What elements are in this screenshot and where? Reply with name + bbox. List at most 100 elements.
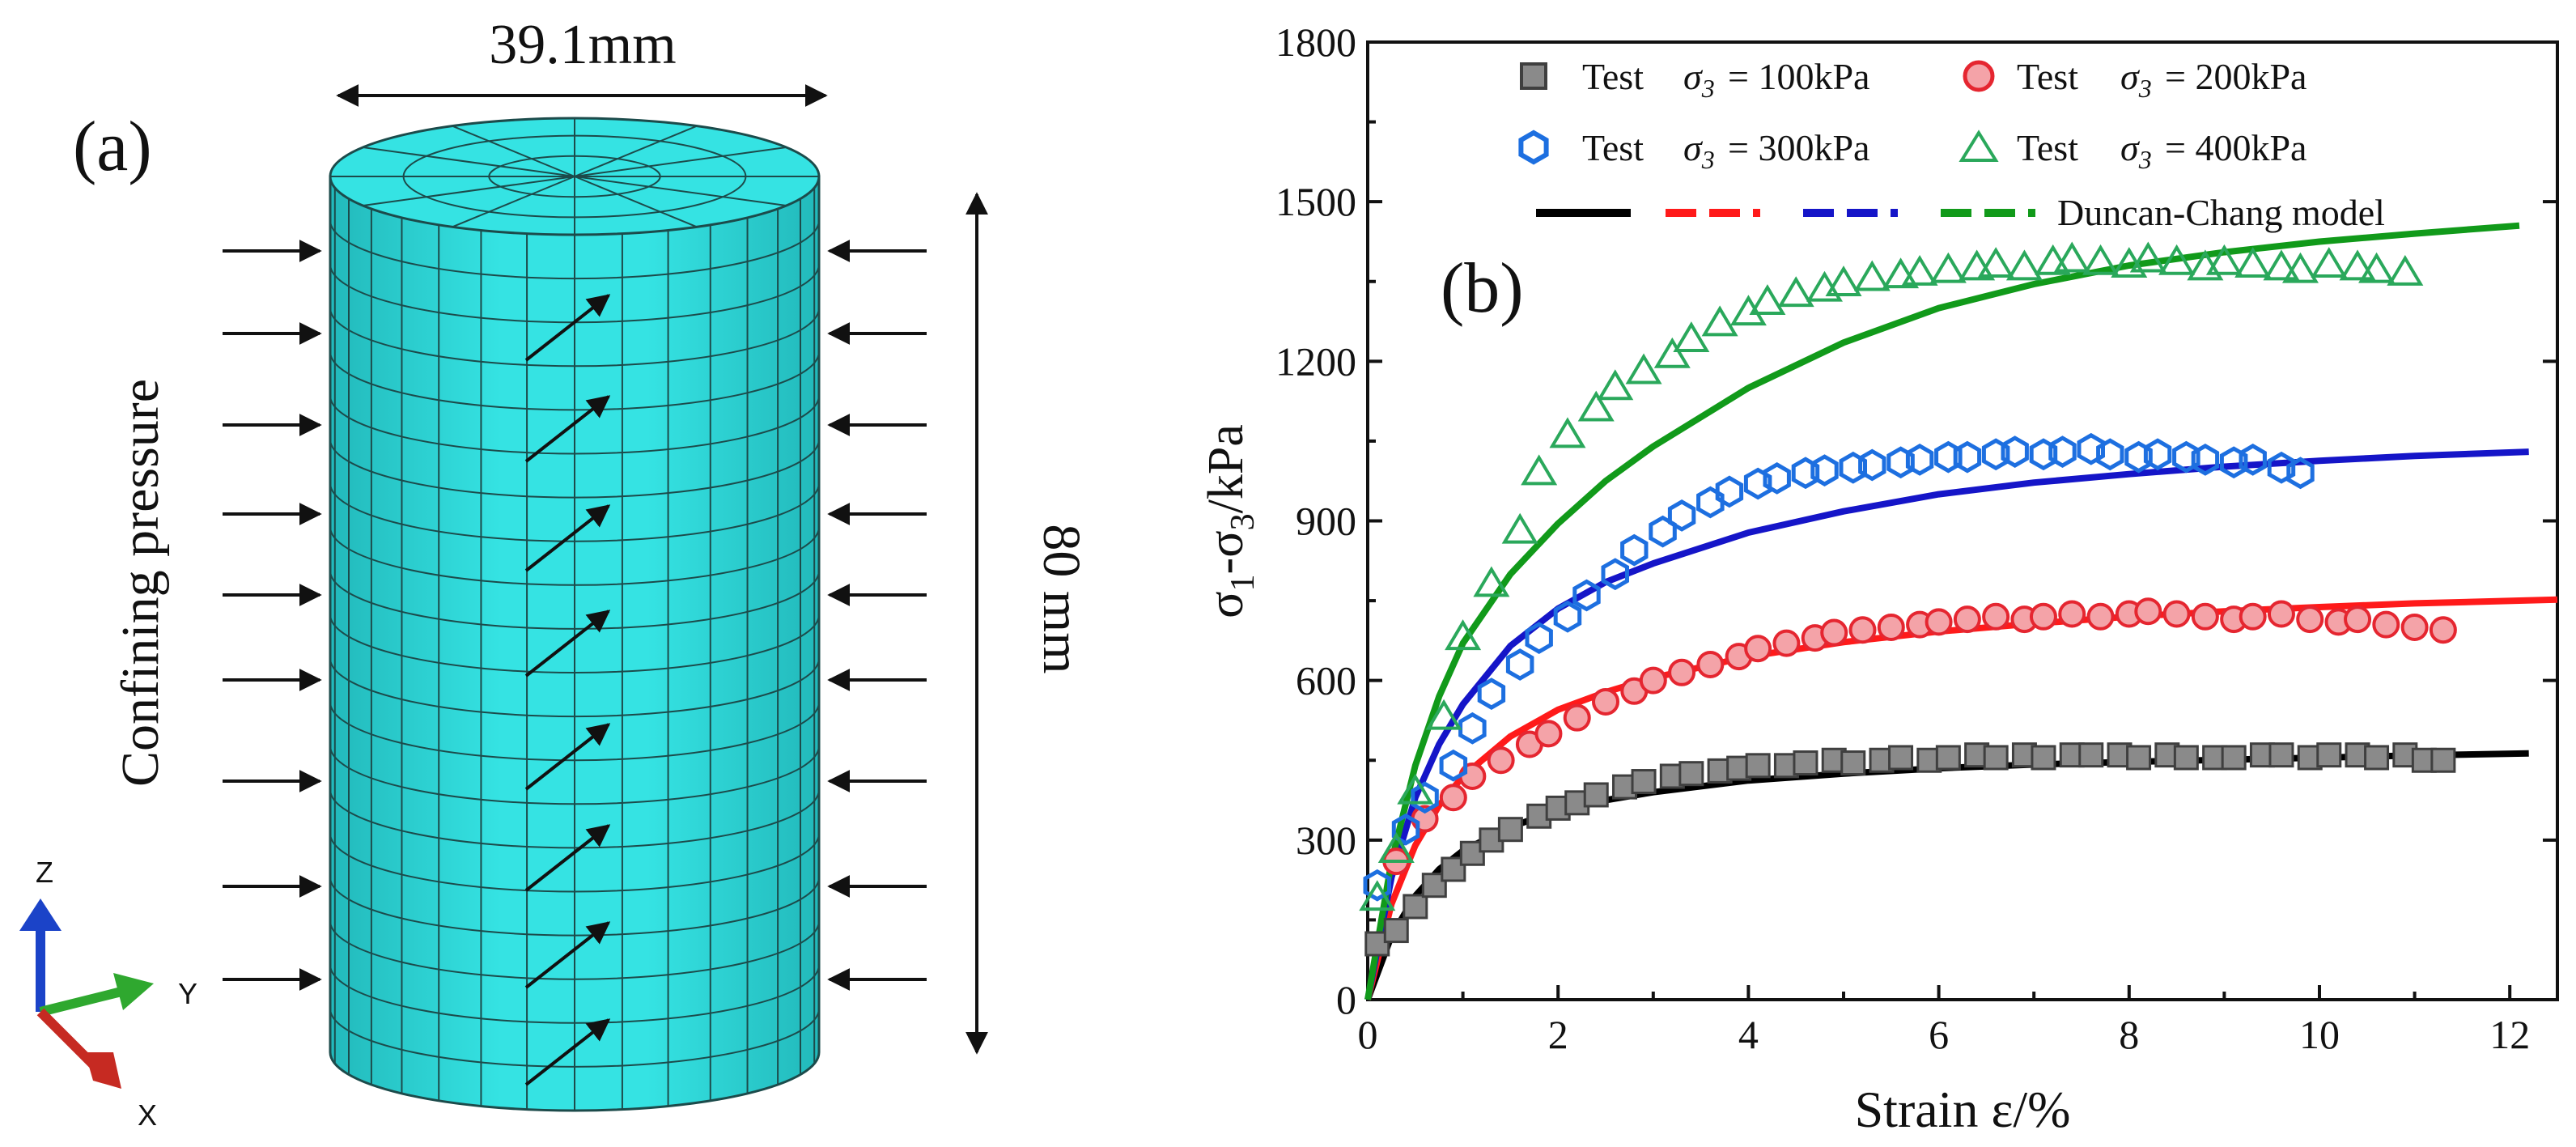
legend-entry-300kpa: Test σ3 = 300kPa — [1518, 127, 1869, 174]
x-tick-label: 2 — [1548, 1012, 1568, 1057]
y-tick-label: 1800 — [1275, 19, 1356, 65]
confining-pressure-arrow-inner — [524, 395, 611, 463]
confining-pressure-arrow-inner — [524, 921, 611, 989]
test-point-300kpa — [1715, 475, 1744, 508]
height-label: 80 mm — [1032, 524, 1091, 673]
mesh-ring-line — [329, 702, 820, 762]
test-point-400kpa — [1929, 252, 1967, 283]
panel-b-label: (b) — [1441, 249, 1524, 328]
test-point-200kpa — [2372, 610, 2400, 639]
test-point-300kpa — [1553, 600, 1582, 633]
mesh-ring-line — [329, 395, 820, 455]
x-tick-label: 10 — [2299, 1012, 2340, 1057]
test-point-100kpa — [1526, 803, 1552, 829]
test-point-300kpa — [2001, 435, 2029, 468]
test-point-400kpa — [1625, 353, 1662, 384]
test-point-200kpa — [2400, 613, 2429, 641]
test-point-400kpa — [1825, 266, 1862, 297]
legend-model-label: Duncan-Chang model — [2057, 192, 2385, 233]
test-point-400kpa — [1377, 832, 1415, 863]
y-tick-label: 1200 — [1275, 338, 1356, 384]
legend-entry-100kpa: Test σ3 = 100kPa — [1520, 56, 1869, 103]
test-point-400kpa — [1597, 369, 1634, 401]
test-point-300kpa — [2286, 457, 2315, 490]
test-point-400kpa — [1359, 880, 1396, 911]
test-point-200kpa — [2086, 602, 2115, 631]
test-point-200kpa — [1820, 618, 1848, 647]
test-point-400kpa — [1959, 249, 1996, 281]
test-point-100kpa — [1631, 769, 1657, 795]
legend-marker-square — [1520, 62, 1547, 90]
test-point-300kpa — [2077, 432, 2105, 465]
mesh-top-spoke — [363, 176, 575, 206]
test-point-300kpa — [2191, 444, 2220, 476]
test-point-400kpa — [1473, 566, 1510, 597]
test-point-300kpa — [1439, 749, 1468, 782]
test-point-200kpa — [2429, 616, 2457, 644]
test-point-100kpa — [1383, 918, 1409, 944]
test-point-200kpa — [1925, 608, 1953, 636]
test-point-100kpa — [2221, 745, 2247, 771]
test-point-300kpa — [1505, 648, 1534, 681]
mesh-ring-line — [329, 789, 820, 849]
confining-pressure-arrow-inner — [524, 824, 611, 892]
test-point-400kpa — [1445, 619, 1482, 651]
legend-sigma: σ3 — [2120, 56, 2152, 103]
legend-sigma: σ3 — [1683, 127, 1715, 174]
x-tick-label: 12 — [2489, 1012, 2530, 1057]
test-point-400kpa — [1577, 390, 1615, 422]
test-point-300kpa — [1934, 440, 1963, 474]
test-point-200kpa — [2344, 605, 2372, 634]
test-point-200kpa — [1592, 687, 1619, 716]
mesh-ring-line — [329, 658, 820, 718]
test-point-400kpa — [1549, 417, 1586, 448]
test-point-100kpa — [1793, 750, 1818, 776]
legend-test-word: Test — [1582, 56, 1644, 97]
test-point-300kpa — [1458, 712, 1487, 745]
test-point-100kpa — [2173, 745, 2199, 771]
legend-entry-200kpa: Test σ3 = 200kPa — [1963, 56, 2307, 103]
test-point-200kpa — [1982, 602, 2010, 631]
test-point-300kpa — [1601, 558, 1629, 591]
test-point-400kpa — [1701, 305, 1738, 337]
confining-pressure-label: Confining pressure — [111, 379, 170, 787]
test-point-200kpa — [1487, 746, 1515, 775]
axis-y-label: Y — [178, 977, 197, 1010]
test-point-400kpa — [1673, 321, 1710, 353]
test-point-200kpa — [2058, 600, 2086, 628]
legend-sigma: σ3 — [2120, 127, 2152, 174]
test-point-200kpa — [1534, 720, 1563, 748]
test-point-300kpa — [1391, 813, 1420, 846]
test-point-300kpa — [1905, 444, 1934, 476]
confining-pressure-arrow-inner — [524, 504, 611, 572]
mesh-ring-line — [329, 920, 820, 980]
test-point-300kpa — [2096, 438, 2124, 471]
mesh-top-spoke — [574, 125, 698, 177]
test-point-400kpa — [2053, 241, 2090, 273]
confining-pressure-arrow-inner — [524, 610, 611, 678]
test-point-300kpa — [1763, 462, 1791, 495]
test-point-200kpa — [1848, 616, 1877, 644]
test-point-100kpa — [2268, 742, 2294, 768]
test-point-400kpa — [2129, 241, 2166, 273]
test-point-100kpa — [1935, 745, 1961, 771]
test-point-400kpa — [1425, 699, 1462, 730]
x-tick-label: 8 — [2119, 1012, 2139, 1057]
test-point-300kpa — [1981, 438, 2010, 471]
test-point-100kpa — [1583, 782, 1609, 808]
mesh-top-spoke — [574, 176, 698, 228]
test-point-400kpa — [1977, 247, 2014, 278]
test-point-400kpa — [2358, 252, 2396, 283]
test-point-400kpa — [1501, 512, 1538, 544]
axis-z-label: Z — [36, 856, 53, 889]
legend-value: = 400kPa — [2165, 127, 2307, 168]
test-point-100kpa — [1441, 856, 1466, 882]
test-point-300kpa — [1411, 781, 1439, 814]
y-tick-label: 600 — [1296, 658, 1356, 703]
test-point-400kpa — [1901, 254, 1938, 286]
test-point-400kpa — [1882, 257, 1920, 289]
test-point-200kpa — [2267, 600, 2295, 628]
legend-test-word: Test — [2017, 56, 2078, 97]
test-point-400kpa — [1653, 337, 1691, 368]
